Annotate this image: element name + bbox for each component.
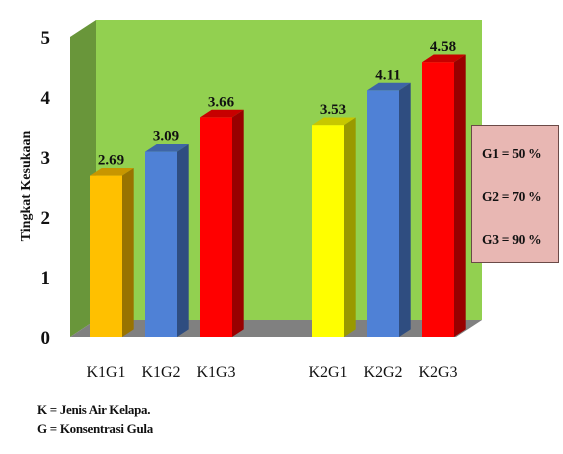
bar-top <box>145 143 189 152</box>
note-g: G = Konsentrasi Gula <box>37 421 153 436</box>
bar-value-label: 2.69 <box>98 153 124 169</box>
y-tick-label: 5 <box>41 28 51 49</box>
y-axis-label: Tingkat Kesukaan <box>19 130 34 242</box>
bar-side <box>232 109 244 337</box>
note-k: K = Jenis Air Kelapa. <box>37 402 151 417</box>
bar-value-label: 3.53 <box>320 102 346 118</box>
bar-value-label: 3.09 <box>153 129 179 145</box>
bar <box>145 151 177 337</box>
y-tick-label: 4 <box>41 88 51 109</box>
y-tick-label: 0 <box>41 328 51 349</box>
plot-side-wall <box>70 20 96 337</box>
bar-side <box>122 167 134 337</box>
x-tick-label: K2G2 <box>363 364 402 381</box>
bar-top <box>90 167 134 176</box>
x-tick-label: K2G3 <box>418 364 457 381</box>
y-tick-label: 2 <box>41 208 51 229</box>
chart-notes: K = Jenis Air Kelapa. G = Konsentrasi Gu… <box>37 400 153 438</box>
x-tick-label: K2G1 <box>308 364 347 381</box>
bar-value-label: 3.66 <box>208 94 235 110</box>
bar <box>200 117 232 338</box>
x-tick-label: K1G1 <box>86 364 125 381</box>
legend-item-g2: G2 = 70 % <box>482 189 542 204</box>
bar <box>367 90 399 338</box>
x-tick-label: K1G3 <box>196 364 235 381</box>
legend-item-g1: G1 = 50 % <box>482 146 542 161</box>
bar-top <box>312 117 356 126</box>
bar-side <box>177 143 189 337</box>
legend: G1 = 50 % G2 = 70 % G3 = 90 % <box>471 125 559 263</box>
bar-top <box>200 109 244 118</box>
bar-top <box>367 82 411 91</box>
bar-side <box>399 82 411 337</box>
bar-value-label: 4.58 <box>430 39 456 55</box>
y-tick-label: 3 <box>41 148 51 169</box>
y-tick-label: 1 <box>41 268 51 289</box>
bar-side <box>454 54 466 338</box>
bar-side <box>344 117 356 337</box>
bar <box>422 62 454 337</box>
bar-top <box>422 54 466 63</box>
bar <box>312 125 344 337</box>
bar <box>90 175 122 337</box>
x-tick-label: K1G2 <box>141 364 180 381</box>
legend-item-g3: G3 = 90 % <box>482 232 542 247</box>
bar-value-label: 4.11 <box>375 67 400 83</box>
